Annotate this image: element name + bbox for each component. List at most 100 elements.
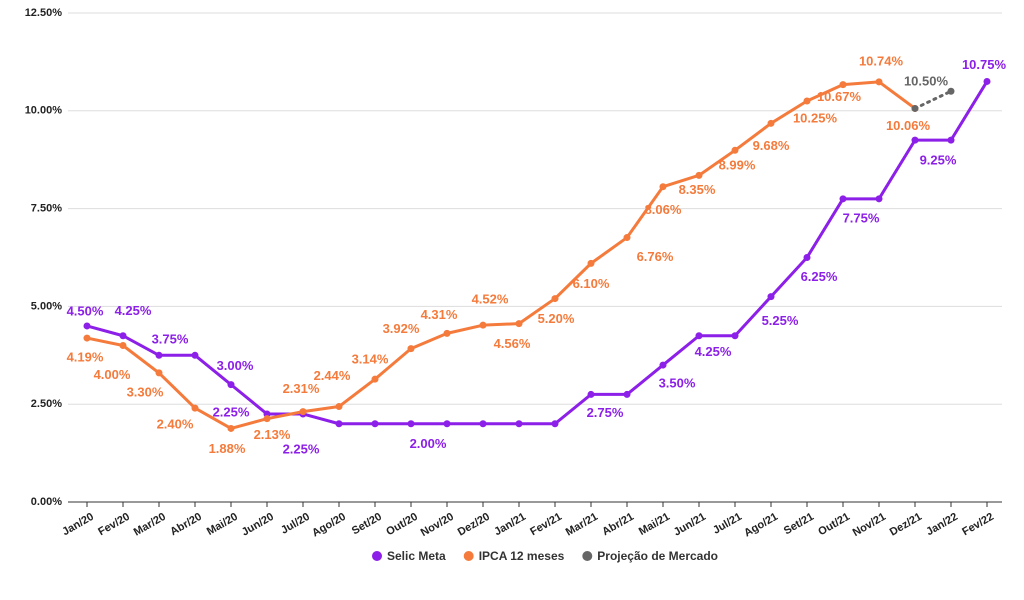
x-tick-label: Dez/20 (456, 511, 492, 539)
x-tick-label: Jan/20 (60, 511, 96, 539)
data-point (839, 195, 847, 203)
data-point (191, 404, 199, 412)
data-label: 10.74% (859, 53, 904, 68)
data-label: 3.50% (659, 376, 696, 391)
data-point (83, 334, 91, 342)
x-tick-label: Dez/21 (888, 511, 924, 539)
x-tick-label: Mai/21 (637, 511, 672, 538)
data-label: 3.00% (217, 358, 254, 373)
data-point (479, 321, 487, 329)
y-tick-label: 5.00% (31, 300, 62, 312)
data-label: 8.06% (645, 202, 682, 217)
data-label: 2.31% (283, 381, 320, 396)
legend-label: Selic Meta (387, 549, 446, 563)
legend-label: Projeção de Mercado (597, 549, 718, 563)
data-label: 6.76% (637, 249, 674, 264)
series-line (85, 80, 917, 430)
data-point (623, 390, 631, 398)
y-tick-label: 12.50% (25, 7, 63, 19)
data-point (335, 420, 343, 428)
data-point (227, 424, 235, 432)
legend-label: IPCA 12 meses (479, 549, 565, 563)
data-label: 6.10% (573, 276, 610, 291)
x-tick-label: Ago/20 (310, 511, 348, 540)
series-line (85, 79, 989, 426)
data-label: 5.25% (762, 313, 799, 328)
data-point (623, 234, 631, 242)
data-point (983, 77, 991, 85)
y-tick-label: 7.50% (31, 203, 62, 215)
data-point (155, 351, 163, 359)
data-label: 10.06% (886, 118, 931, 133)
data-point (767, 293, 775, 301)
data-point (515, 320, 523, 328)
x-tick-label: Mai/20 (205, 511, 240, 538)
data-label: 4.31% (421, 307, 458, 322)
data-point (443, 329, 451, 337)
data-point (911, 136, 919, 144)
data-point (407, 345, 415, 353)
data-label: 10.75% (962, 57, 1007, 72)
data-label: 1.88% (209, 441, 246, 456)
legend-marker (371, 551, 382, 561)
x-tick-label: Out/21 (816, 511, 852, 539)
x-tick-label: Mar/21 (564, 511, 600, 539)
data-label: 2.75% (587, 405, 624, 420)
data-label: 4.19% (67, 350, 104, 365)
x-tick-label: Jul/21 (711, 511, 744, 537)
data-point (767, 119, 775, 127)
data-point (551, 295, 559, 303)
data-label: 2.40% (157, 417, 194, 432)
data-label: 9.68% (753, 138, 790, 153)
data-point (659, 183, 667, 191)
data-point (875, 78, 883, 86)
data-point (83, 322, 91, 330)
data-point (119, 332, 127, 340)
x-tick-label: Set/20 (350, 511, 384, 538)
data-point (839, 81, 847, 89)
data-point (479, 420, 487, 428)
data-label: 8.99% (719, 158, 756, 173)
data-point (947, 136, 955, 144)
x-tick-label: Set/21 (782, 511, 816, 538)
data-label: 4.50% (67, 303, 104, 318)
data-point (803, 254, 811, 261)
data-point (407, 420, 415, 428)
x-tick-label: Mar/20 (132, 511, 168, 539)
data-point (119, 342, 127, 350)
data-point (299, 408, 307, 416)
x-tick-label: Abr/20 (168, 511, 204, 539)
data-point (731, 332, 739, 340)
data-point (731, 146, 739, 154)
data-label: 10.50% (904, 74, 949, 89)
data-label: 4.52% (472, 292, 509, 307)
x-tick-label: Ago/21 (742, 511, 780, 540)
data-label: 2.25% (213, 404, 250, 419)
x-tick-label: Jan/21 (492, 511, 528, 539)
data-label: 10.25% (793, 110, 838, 125)
data-label: 3.30% (127, 384, 164, 399)
x-tick-label: Jun/20 (240, 511, 276, 539)
x-tick-label: Out/20 (384, 511, 420, 539)
data-point (875, 195, 883, 203)
x-tick-label: Jan/22 (924, 511, 960, 539)
data-point (191, 351, 199, 359)
data-point (587, 390, 595, 398)
x-tick-label: Jun/21 (672, 511, 708, 539)
x-tick-label: Fev/22 (960, 511, 996, 539)
data-label: 10.67% (817, 89, 862, 104)
data-point (659, 361, 667, 369)
x-tick-label: Nov/20 (419, 511, 456, 539)
data-label: 8.35% (679, 182, 716, 197)
data-label: 2.13% (254, 427, 291, 442)
data-label: 4.25% (695, 344, 732, 359)
data-point (695, 332, 703, 340)
data-label: 2.00% (410, 436, 447, 451)
data-point (155, 369, 163, 377)
data-label: 2.44% (314, 368, 351, 383)
x-tick-label: Fev/20 (96, 511, 132, 539)
x-tick-label: Jul/20 (279, 511, 312, 537)
data-label: 3.14% (352, 352, 389, 367)
data-label: 7.75% (843, 210, 880, 225)
